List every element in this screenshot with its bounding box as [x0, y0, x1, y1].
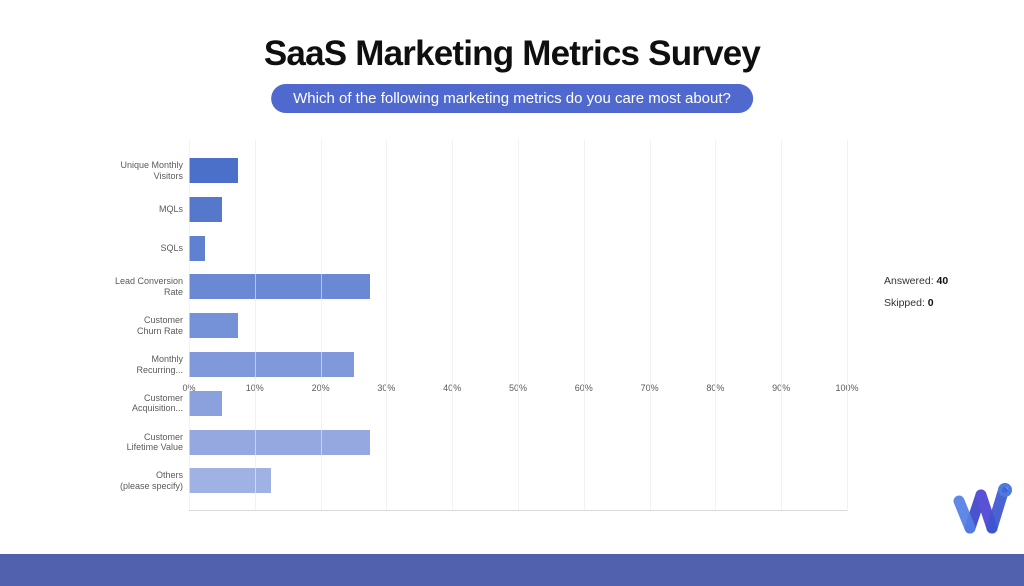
gridline-60% — [583, 140, 585, 511]
x-axis-line — [189, 510, 847, 511]
skipped-label: Skipped: — [884, 297, 925, 309]
y-axis-label: SQLs — [160, 242, 183, 253]
y-axis-labels: Unique Monthly Visitors MQLs SQLs Lead Conve… — [0, 140, 183, 511]
bar-mqls — [189, 196, 222, 222]
w-degree-logo-icon — [950, 481, 1012, 539]
gridline-30% — [386, 140, 388, 511]
answered-label: Answered: — [884, 275, 934, 287]
bar-unique-monthly-visitors — [189, 158, 239, 183]
bar-sqls — [189, 235, 206, 261]
y-axis-label: MQLs — [158, 204, 183, 215]
gridline-80% — [715, 140, 717, 511]
bottom-bar — [0, 554, 1024, 586]
bar-monthly-recurring — [189, 352, 354, 377]
y-axis-label: Lead Conversion Rate — [114, 276, 183, 297]
y-axis-label: Others (please specify) — [119, 470, 183, 491]
answered-stat: Answered: 40 — [884, 275, 948, 287]
y-axis-label: Unique Monthly Visitors — [120, 160, 183, 181]
bar-others-please-specify — [189, 468, 272, 494]
gridline-100% — [847, 140, 848, 511]
gridline-50% — [518, 140, 519, 511]
y-axis-label: Customer Lifetime Value — [126, 431, 183, 453]
bar-customer-lifetime-value — [189, 429, 370, 455]
y-axis-label: Monthly Recurring... — [136, 354, 183, 375]
gridline-70% — [649, 140, 651, 511]
plot-area — [189, 140, 848, 511]
bar-lead-conversion-rate — [189, 274, 370, 300]
skipped-stat: Skipped: 0 — [884, 297, 948, 309]
gridline-10% — [254, 140, 256, 511]
y-axis-label: Customer Acquisition... — [131, 392, 183, 414]
gridline-20% — [320, 140, 322, 511]
bar-chart: Unique Monthly Visitors MQLs SQLs Lead Conve… — [0, 140, 1024, 511]
skipped-value: 0 — [927, 297, 934, 309]
response-stats: Answered: 40 Skipped: 0 — [884, 275, 948, 319]
gridline-90% — [781, 140, 783, 511]
bar-customer-acquisition — [189, 390, 222, 416]
page-title: SaaS Marketing Metrics Survey — [263, 34, 761, 73]
question-pill: Which of the following marketing metrics… — [271, 84, 753, 113]
gridline-0% — [189, 140, 190, 511]
bar-customer-churn-rate — [189, 313, 239, 339]
answered-value: 40 — [936, 275, 949, 287]
y-axis-label: Customer Churn Rate — [136, 315, 183, 336]
gridline-40% — [452, 140, 454, 511]
